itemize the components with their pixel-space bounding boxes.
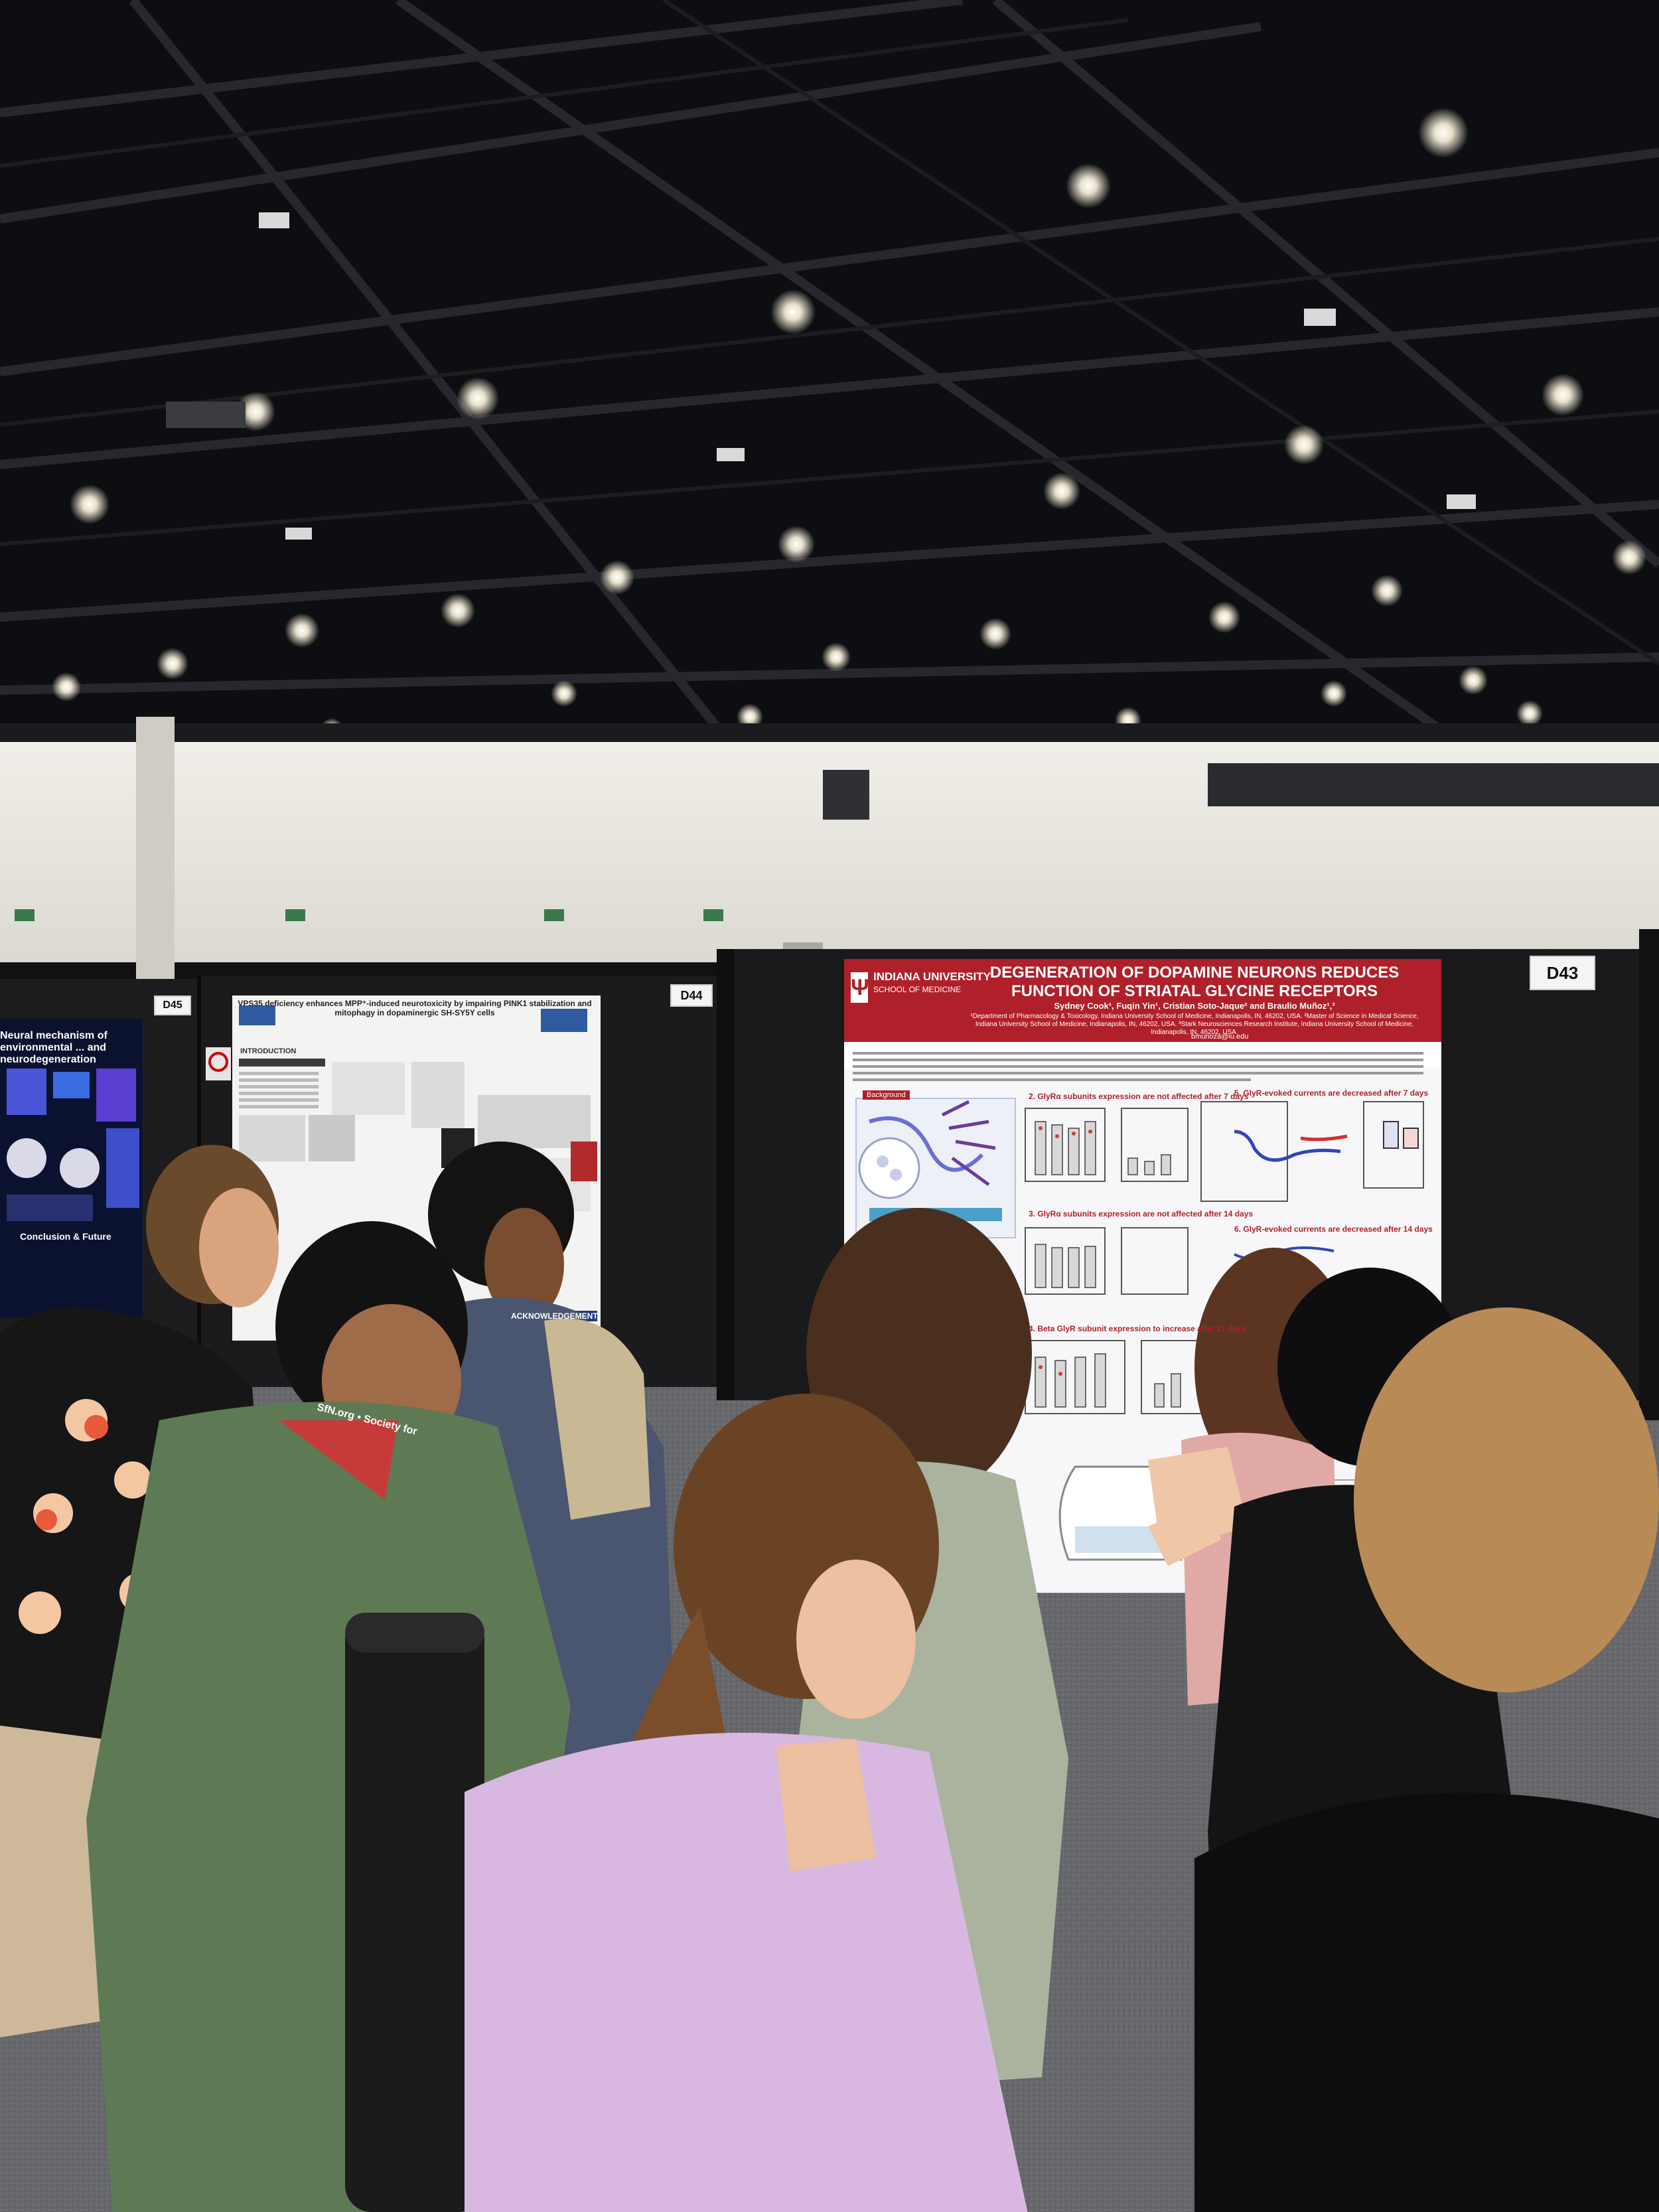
- section-6-heading: 6. GlyR-evoked currents are decreased af…: [1234, 1224, 1433, 1234]
- board-label-d45: D45: [154, 995, 191, 1015]
- school-name: SCHOOL OF MEDICINE: [873, 985, 962, 994]
- section-4-heading: 4. Beta GlyR subunit expression to incre…: [1029, 1324, 1246, 1333]
- section-5-heading: 5. GlyR-evoked currents are decreased af…: [1234, 1088, 1429, 1098]
- institution-name: INDIANA UNIVERSITY: [873, 970, 991, 983]
- poster-title: DEGENERATION OF DOPAMINE NEURONS REDUCES…: [989, 964, 1400, 1000]
- ceiling-lights: [52, 108, 1646, 742]
- far-left-poster: [0, 1019, 143, 1317]
- ceiling: [0, 0, 1659, 743]
- far-left-poster-title: Neural mechanism of environmental ... an…: [0, 1030, 108, 1065]
- left-poster-ack-heading: ACKNOWLEDGEMENT: [511, 1311, 598, 1321]
- board-label-d43: D43: [1530, 956, 1595, 990]
- section-2-heading: 2. GlyRα subunits expression are not aff…: [1029, 1092, 1249, 1101]
- left-poster-title: VPS35 deficiency enhances MPP⁺-induced n…: [238, 999, 592, 1017]
- poster-email: bmunoza@iu.edu: [1191, 1033, 1249, 1041]
- far-left-poster-conclusion: Conclusion & Future: [20, 1231, 111, 1242]
- poster-affiliation: ¹Department of Pharmacology & Toxicology…: [970, 1013, 1419, 1036]
- board-label-d44: D44: [670, 984, 713, 1007]
- iu-trident-logo: Ψ: [851, 972, 869, 1003]
- left-poster-intro-heading: INTRODUCTION: [240, 1047, 297, 1055]
- people: [0, 1142, 1659, 2212]
- ceiling-trusses: [0, 0, 1659, 747]
- poster-authors: Sydney Cook¹, Fuqin Yin¹, Cristian Soto-…: [1054, 1001, 1335, 1011]
- background-heading: Background: [863, 1090, 910, 1100]
- main-poster-header: [844, 959, 1441, 1042]
- section-3-heading: 3. GlyRα subunits expression are not aff…: [1029, 1209, 1254, 1218]
